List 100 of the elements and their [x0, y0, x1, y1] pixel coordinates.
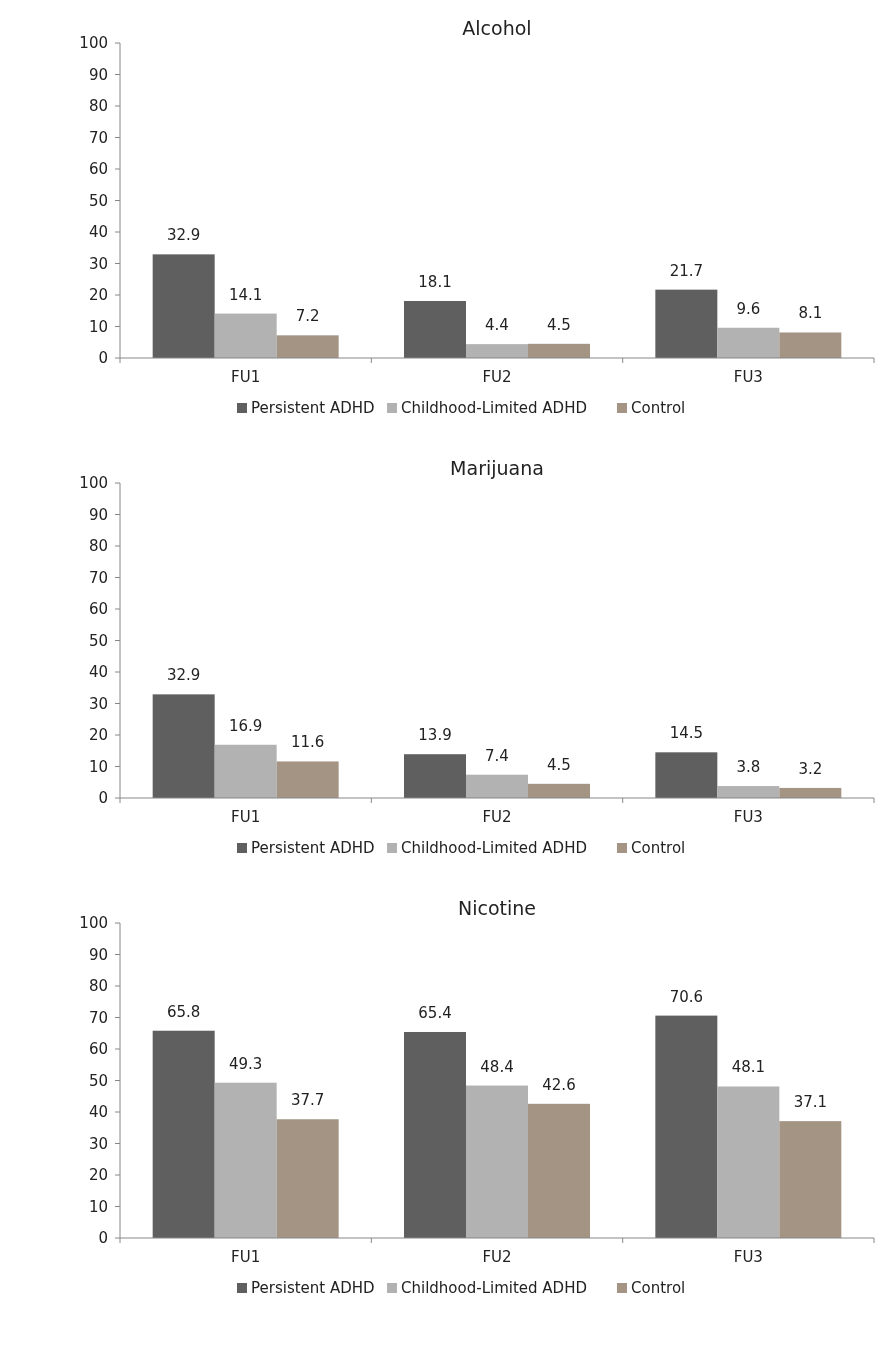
bar	[152, 1030, 215, 1238]
data-label: 8.1	[798, 304, 823, 323]
bar	[152, 694, 215, 798]
y-tick-label: 20	[88, 1166, 108, 1185]
data-label: 42.6	[542, 1075, 576, 1094]
bar	[779, 1121, 842, 1238]
legend-label: Control	[631, 839, 686, 857]
data-label: 4.4	[485, 316, 509, 335]
x-tick-label: FU2	[482, 808, 512, 826]
legend-label: Persistent ADHD	[251, 399, 375, 417]
bar	[717, 327, 780, 358]
bar	[655, 1015, 718, 1238]
y-tick-label: 70	[88, 568, 108, 587]
y-tick-label: 40	[88, 1103, 108, 1122]
bar	[404, 1031, 466, 1238]
y-tick-label: 0	[98, 789, 108, 808]
chart-title: Marijuana	[450, 457, 544, 479]
y-tick-label: 90	[88, 945, 108, 964]
y-tick-label: 50	[88, 631, 108, 650]
y-tick-label: 80	[88, 977, 108, 996]
data-label: 14.1	[228, 285, 263, 304]
y-tick-label: 60	[88, 160, 108, 179]
x-tick-label: FU3	[733, 808, 763, 826]
chart-title: Alcohol	[462, 17, 532, 39]
y-tick-label: 10	[88, 1197, 108, 1216]
y-tick-label: 60	[88, 600, 108, 619]
x-tick-label: FU3	[733, 1248, 763, 1266]
data-label: 21.7	[669, 261, 704, 280]
data-label: 3.2	[798, 759, 823, 778]
x-tick-label: FU3	[733, 368, 763, 386]
bar	[655, 289, 718, 358]
bar	[466, 1085, 528, 1238]
y-tick-label: 20	[88, 286, 108, 305]
data-label: 7.2	[295, 307, 320, 326]
bar	[528, 343, 590, 358]
data-label: 14.5	[669, 724, 704, 743]
data-label: 11.6	[290, 733, 325, 752]
y-tick-label: 100	[79, 34, 108, 53]
data-label: 65.4	[418, 1003, 452, 1022]
data-label: 32.9	[166, 226, 201, 245]
data-label: 48.4	[480, 1057, 514, 1076]
legend-label: Childhood-Limited ADHD	[401, 399, 587, 417]
y-tick-label: 0	[98, 1229, 108, 1248]
y-tick-label: 50	[88, 191, 108, 210]
data-label: 4.5	[547, 755, 571, 774]
legend-label: Childhood-Limited ADHD	[401, 1279, 587, 1297]
data-label: 37.7	[290, 1091, 325, 1110]
y-tick-label: 100	[79, 474, 108, 493]
bar	[214, 313, 277, 358]
y-tick-label: 90	[88, 505, 108, 524]
legend-label: Childhood-Limited ADHD	[401, 839, 587, 857]
bar	[404, 754, 466, 798]
legend-label: Persistent ADHD	[251, 1279, 375, 1297]
data-label: 18.1	[418, 272, 452, 291]
bar	[717, 1086, 780, 1238]
y-tick-label: 100	[79, 914, 108, 933]
bar	[214, 1082, 277, 1238]
data-label: 3.8	[736, 758, 761, 777]
y-tick-label: 90	[88, 65, 108, 84]
bar	[717, 786, 780, 798]
y-tick-label: 10	[88, 317, 108, 336]
y-tick-label: 30	[88, 254, 108, 273]
data-label: 13.9	[418, 726, 452, 745]
y-tick-label: 80	[88, 537, 108, 556]
data-label: 16.9	[228, 716, 263, 735]
bar	[276, 335, 339, 358]
y-tick-label: 50	[88, 1071, 108, 1090]
data-label: 70.6	[669, 987, 704, 1006]
data-label: 4.5	[547, 315, 571, 334]
y-tick-label: 20	[88, 726, 108, 745]
data-label: 9.6	[736, 299, 761, 318]
x-tick-label: FU1	[231, 368, 261, 386]
y-tick-label: 30	[88, 1134, 108, 1153]
x-tick-label: FU1	[231, 1248, 261, 1266]
bar	[276, 1119, 339, 1238]
bar	[466, 774, 528, 798]
bar	[466, 344, 528, 358]
y-tick-label: 70	[88, 1008, 108, 1027]
data-label: 65.8	[166, 1002, 201, 1021]
x-tick-label: FU2	[482, 1248, 512, 1266]
y-tick-label: 0	[98, 349, 108, 368]
bar	[152, 254, 215, 358]
data-label: 7.4	[485, 746, 509, 765]
y-tick-label: 60	[88, 1040, 108, 1059]
legend-label: Control	[631, 1279, 686, 1297]
bar	[276, 761, 339, 798]
y-tick-label: 70	[88, 128, 108, 147]
bar	[404, 300, 466, 358]
bar	[655, 752, 718, 798]
legend-label: Persistent ADHD	[251, 839, 375, 857]
legend-label: Control	[631, 399, 686, 417]
y-tick-label: 10	[88, 757, 108, 776]
x-tick-label: FU2	[482, 368, 512, 386]
y-tick-label: 80	[88, 97, 108, 116]
bar	[214, 744, 277, 798]
data-label: 32.9	[166, 666, 201, 685]
data-label: 37.1	[793, 1093, 828, 1112]
y-tick-label: 40	[88, 663, 108, 682]
bar	[528, 783, 590, 798]
data-label: 49.3	[228, 1054, 263, 1073]
